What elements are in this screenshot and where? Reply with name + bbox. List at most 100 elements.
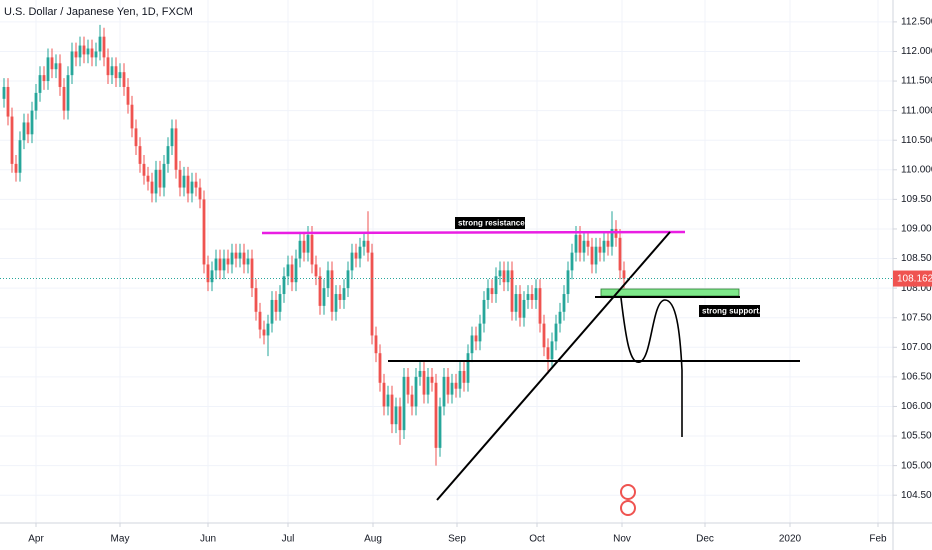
candle-body xyxy=(86,48,90,55)
x-tick-label: Jul xyxy=(282,534,295,545)
candle-body xyxy=(450,382,454,395)
candle-body xyxy=(346,270,350,289)
candle-body xyxy=(266,323,270,336)
candle-body xyxy=(478,323,482,342)
candle-body xyxy=(426,376,430,395)
candle-body xyxy=(578,234,582,253)
candle-body xyxy=(210,270,214,283)
candle-body xyxy=(198,187,202,200)
candle-body xyxy=(542,323,546,348)
chart-title: U.S. Dollar / Japanese Yen, 1D, FXCM xyxy=(4,6,193,18)
x-tick-label: Aug xyxy=(364,534,382,545)
x-tick-label: 2020 xyxy=(779,534,802,545)
candle-body xyxy=(106,57,110,76)
x-tick-label: Nov xyxy=(613,534,631,545)
candle-body xyxy=(358,246,362,259)
y-tick-label: 107.000 xyxy=(901,342,932,353)
candle-body xyxy=(274,299,278,312)
candle-body xyxy=(462,370,466,383)
candle-body xyxy=(398,406,402,431)
candle-body xyxy=(202,199,206,265)
support-zone xyxy=(600,288,740,297)
candle-body xyxy=(58,63,62,87)
candle-body xyxy=(366,240,370,253)
y-tick-label: 108.500 xyxy=(901,253,932,264)
candle-body xyxy=(386,394,390,407)
candle-body xyxy=(262,329,266,336)
y-tick-label: 110.500 xyxy=(901,135,932,146)
candle-body xyxy=(530,294,534,300)
x-tick-label: May xyxy=(111,534,130,545)
candle-body xyxy=(2,86,6,99)
candle-body xyxy=(50,57,54,70)
candle-body xyxy=(550,341,554,360)
candle-body xyxy=(194,181,198,188)
x-tick-label: Apr xyxy=(28,534,44,545)
candle-body xyxy=(418,370,422,377)
candle-body xyxy=(318,276,322,306)
candle-body xyxy=(46,57,50,82)
candle-body xyxy=(394,406,398,425)
candle-body xyxy=(582,240,586,253)
candle-body xyxy=(230,252,234,265)
candle-body xyxy=(594,246,598,265)
candle-body xyxy=(302,240,306,253)
candle-body xyxy=(438,406,442,448)
candle-body xyxy=(218,258,222,271)
candle-body xyxy=(402,376,406,431)
candle-body xyxy=(222,258,226,271)
candle-body xyxy=(290,264,294,283)
candle-body xyxy=(470,335,474,354)
candle-body xyxy=(454,382,458,389)
candle-body xyxy=(510,270,514,312)
candle-body xyxy=(494,276,498,295)
candle-body xyxy=(26,122,30,135)
candle-body xyxy=(150,181,154,194)
annotation: strong resistance.. xyxy=(458,219,529,228)
candle-body xyxy=(190,181,194,194)
candle-body xyxy=(374,335,378,354)
candle-body xyxy=(250,258,254,289)
candle-body xyxy=(498,270,502,277)
label-box xyxy=(455,217,525,229)
candle-body xyxy=(18,140,22,173)
candle-body xyxy=(314,264,318,277)
candle-body xyxy=(458,370,462,389)
candle-body xyxy=(282,276,286,295)
candle-body xyxy=(606,240,610,247)
candle-body xyxy=(30,110,34,135)
candle-body xyxy=(610,228,614,247)
candle-body xyxy=(14,163,18,173)
candle-body xyxy=(330,270,334,312)
candle-body xyxy=(254,288,258,312)
candle-body xyxy=(518,294,522,318)
candle-body xyxy=(214,258,218,271)
x-tick-label: Jun xyxy=(200,534,216,545)
candle-body xyxy=(170,128,174,147)
candle-body xyxy=(294,258,298,283)
candle-body xyxy=(158,169,162,188)
candle-body xyxy=(90,48,94,58)
candle-body xyxy=(246,258,250,265)
candle-body xyxy=(570,252,574,271)
candle-body xyxy=(130,104,134,129)
candle-body xyxy=(42,75,46,82)
candle-body xyxy=(378,353,382,383)
candle-body xyxy=(334,294,338,312)
label-box xyxy=(699,305,760,317)
candle-body xyxy=(298,240,302,259)
logo-icon xyxy=(620,500,636,516)
candle-body xyxy=(38,75,42,93)
candle-body xyxy=(66,75,70,111)
candle-body xyxy=(326,270,330,289)
candle-body xyxy=(562,294,566,312)
candle-body xyxy=(486,288,490,300)
candle-body xyxy=(226,258,230,265)
candle-body xyxy=(506,270,510,283)
x-tick-label: Feb xyxy=(869,534,887,545)
candle-body xyxy=(238,252,242,259)
candle-body xyxy=(270,299,274,324)
last-price-box xyxy=(893,270,932,287)
